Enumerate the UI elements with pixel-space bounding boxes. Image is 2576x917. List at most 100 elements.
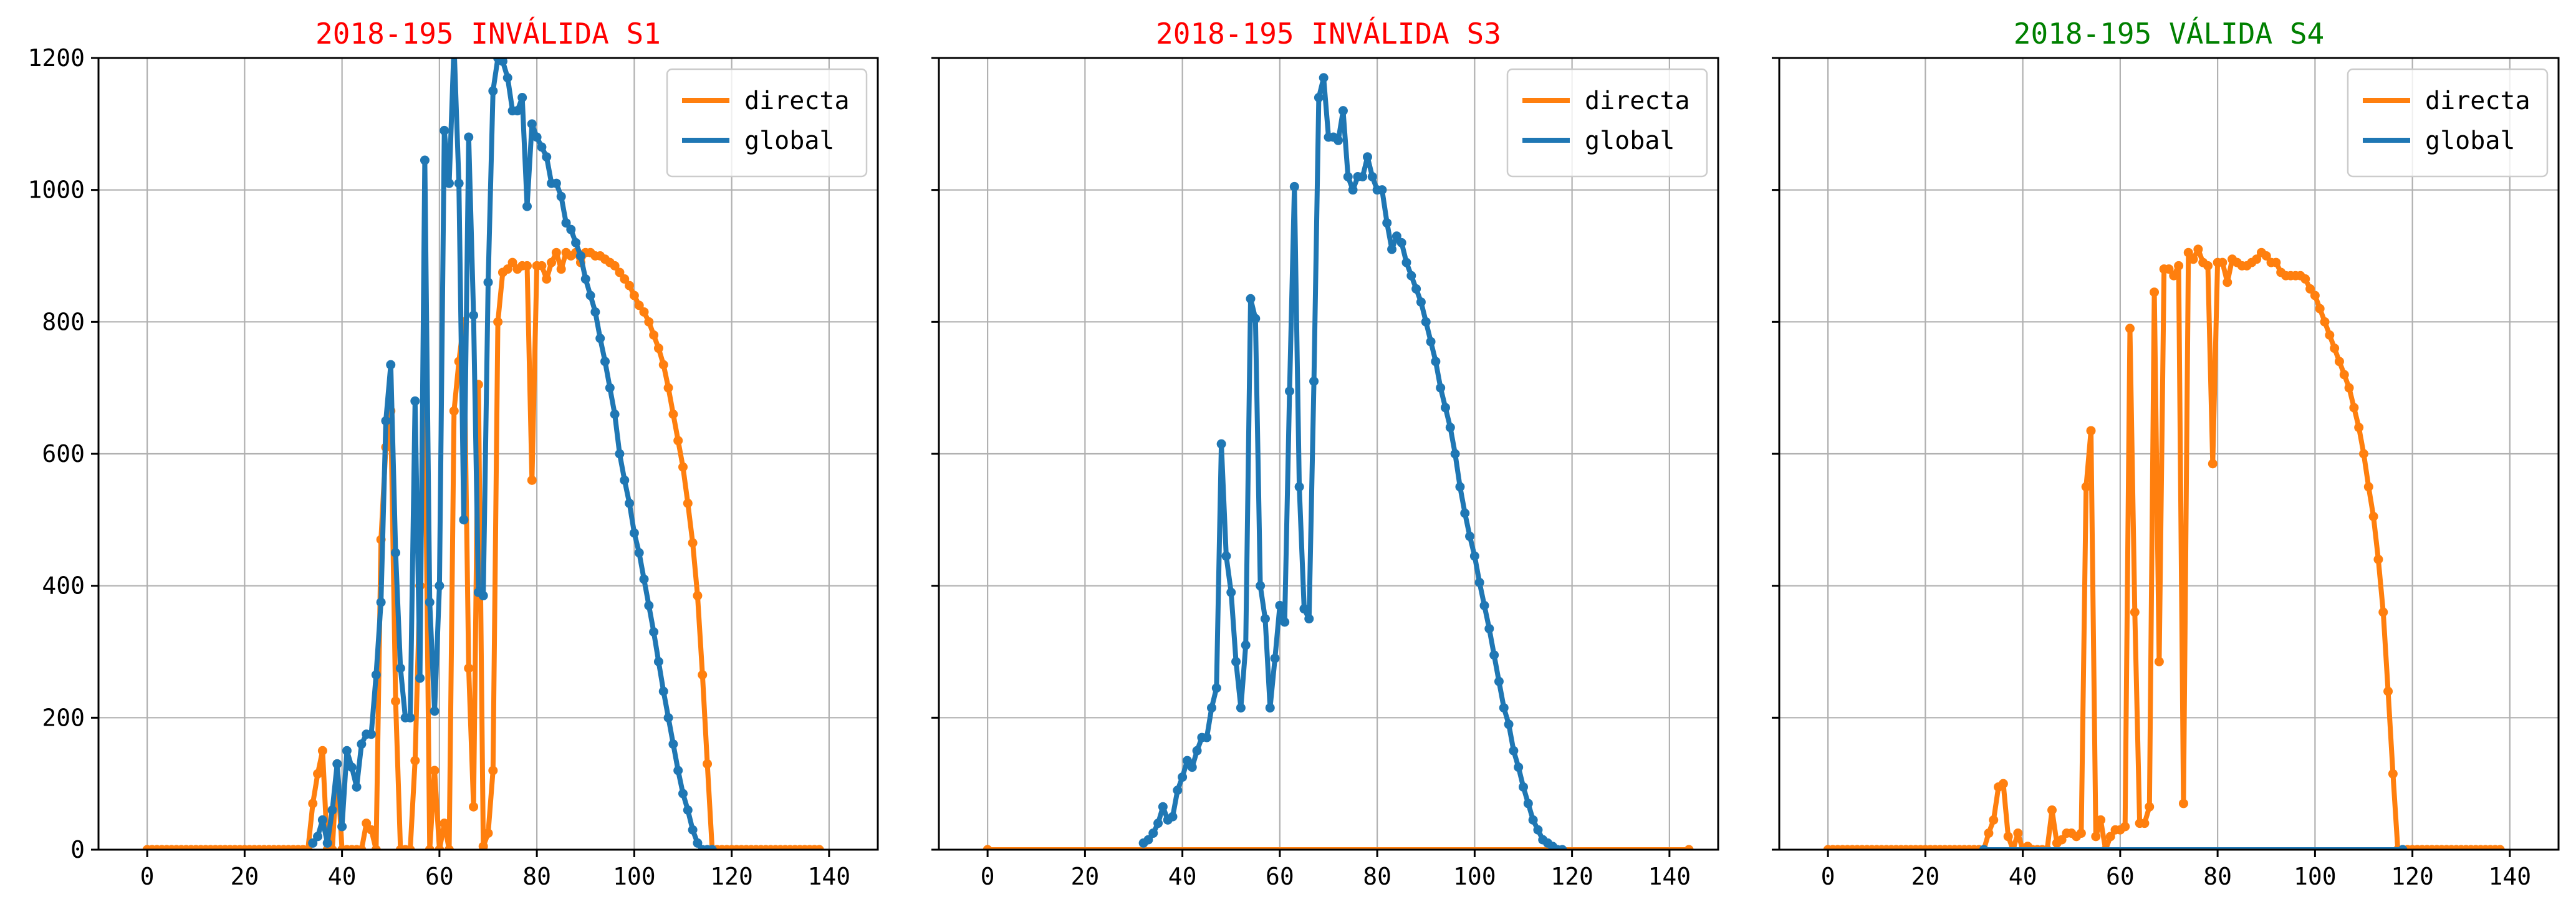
data-point: [2363, 482, 2373, 492]
data-point: [649, 330, 659, 340]
x-tick-label: 80: [522, 863, 551, 890]
data-point: [658, 360, 668, 370]
x-tick-label: 140: [2489, 863, 2532, 890]
x-tick-label: 100: [1453, 863, 1496, 890]
x-tick-label: 100: [2294, 863, 2337, 890]
legend-box: [2347, 68, 2549, 178]
data-point: [352, 782, 362, 792]
series-directa: [983, 845, 1694, 850]
data-point: [2076, 828, 2086, 838]
data-point: [2091, 832, 2101, 842]
panel-3: 0 20 40 60 80 100 120 140 2018-195 VÁLIDA S4 dire…: [1772, 0, 2560, 890]
data-point: [625, 281, 635, 290]
data-point: [478, 842, 488, 850]
data-point: [440, 125, 449, 135]
y-tick-label: 0: [70, 836, 85, 863]
data-point: [551, 247, 561, 257]
data-point: [1187, 762, 1197, 772]
data-point: [1275, 600, 1285, 610]
data-point: [1148, 828, 1158, 838]
data-point: [547, 257, 557, 267]
legend-label-global: global: [2425, 127, 2516, 155]
data-point: [658, 686, 668, 696]
data-point: [1241, 640, 1251, 650]
data-point: [381, 416, 391, 426]
data-point: [1450, 449, 1460, 459]
data-point: [673, 766, 683, 775]
x-tick-label: 120: [710, 863, 753, 890]
data-point: [2164, 264, 2174, 274]
data-point: [1514, 762, 1524, 772]
x-tick-label: 80: [1363, 863, 1391, 890]
data-point: [634, 548, 644, 558]
data-point: [1192, 746, 1202, 756]
x-tick-label: 100: [613, 863, 656, 890]
legend: directa global: [1506, 68, 1708, 178]
legend-label-global: global: [744, 127, 835, 155]
data-point: [1984, 828, 1994, 838]
data-point: [2505, 0, 2514, 5]
data-point: [527, 475, 537, 485]
data-point: [585, 290, 595, 300]
data-point: [2510, 0, 2519, 5]
data-point: [1377, 185, 1387, 195]
data-point: [2383, 686, 2393, 696]
data-point: [1309, 377, 1319, 386]
data-point: [2203, 261, 2213, 271]
data-point: [678, 462, 688, 472]
data-point: [2398, 845, 2408, 850]
data-point: [464, 663, 474, 673]
data-point: [1421, 317, 1431, 327]
data-point: [2174, 261, 2184, 271]
data-point: [1178, 772, 1188, 782]
x-tick-label: 40: [328, 863, 357, 890]
data-point: [1528, 815, 1538, 825]
data-point: [308, 799, 318, 809]
data-point: [629, 528, 639, 538]
data-point: [415, 673, 425, 683]
data-point: [532, 132, 542, 142]
data-point: [556, 264, 566, 274]
data-point: [1436, 383, 1446, 393]
data-point: [2013, 828, 2023, 838]
data-point: [1989, 815, 1999, 825]
data-point: [556, 191, 566, 201]
data-point: [2218, 257, 2228, 267]
data-point: [537, 261, 547, 271]
data-point: [1509, 746, 1519, 756]
y-tick-label: 600: [42, 440, 85, 468]
data-point: [2150, 287, 2160, 297]
data-point: [2495, 845, 2505, 850]
data-point: [488, 766, 498, 775]
data-point: [2320, 317, 2330, 327]
data-point: [2349, 403, 2359, 413]
data-point: [2344, 383, 2354, 393]
series-line-directa: [1825, 246, 2503, 850]
data-point: [2154, 656, 2164, 666]
data-point: [332, 759, 342, 769]
data-point: [2105, 832, 2115, 842]
x-tick-label: 0: [981, 863, 995, 890]
data-point: [683, 805, 693, 815]
data-point: [634, 300, 644, 310]
data-point: [313, 832, 323, 842]
data-point: [820, 0, 829, 5]
x-tick-label: 0: [140, 863, 155, 890]
data-point: [483, 277, 493, 287]
x-tick-label: 120: [1550, 863, 1593, 890]
data-point: [663, 383, 673, 393]
data-point: [688, 538, 698, 548]
data-point: [625, 498, 635, 508]
data-point: [2378, 607, 2388, 617]
data-point: [1396, 238, 1406, 247]
data-point: [362, 819, 372, 828]
data-point: [469, 802, 479, 812]
data-point: [620, 475, 630, 485]
data-point: [1334, 135, 1343, 145]
data-point: [2208, 459, 2218, 469]
data-point: [1998, 779, 2008, 789]
data-point: [983, 845, 992, 850]
data-point: [488, 86, 498, 96]
data-point: [357, 845, 367, 850]
